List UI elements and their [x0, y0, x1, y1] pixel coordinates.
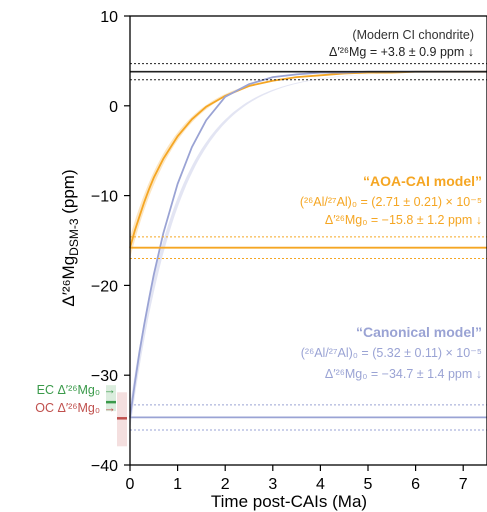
modern-value: Δ′²⁶Mg = +3.8 ± 0.9 ppm ↓	[329, 45, 474, 59]
y-axis-label: Δ′²⁶MgDSM-3 (ppm)	[59, 169, 81, 306]
x-tick-label: 2	[221, 476, 230, 493]
x-tick-label: 4	[316, 476, 325, 493]
aoa-ratio: (²⁶Al/²⁷Al)₀ = (2.71 ± 0.21) × 10⁻⁵	[300, 195, 482, 209]
canonical-title: “Canonical model”	[356, 324, 482, 340]
aoa-title: “AOA-CAI model”	[363, 173, 482, 189]
ec-range	[106, 385, 116, 412]
y-axis-label-unit: (ppm)	[59, 169, 78, 218]
y-tick-label: −20	[91, 278, 118, 295]
y-tick-label: 10	[100, 9, 118, 26]
x-tick-label: 1	[173, 476, 182, 493]
y-tick-label: −40	[91, 458, 118, 475]
model-curves	[129, 70, 487, 418]
aoa-value: Δ′²⁶Mg₀ = −15.8 ± 1.2 ppm ↓	[325, 213, 482, 227]
chondrite-markers	[106, 385, 127, 447]
x-tick-label: 5	[364, 476, 373, 493]
y-axis-label-main: Δ′²⁶Mg	[59, 256, 78, 307]
x-tick-label: 6	[411, 476, 420, 493]
x-axis-label: Time post-CAIs (Ma)	[211, 492, 367, 511]
y-tick-label: 0	[109, 99, 118, 116]
plot-frame	[129, 15, 487, 466]
x-tick-label: 3	[268, 476, 277, 493]
y-tick-label: −30	[91, 368, 118, 385]
modern-title: (Modern CI chondrite)	[352, 28, 474, 42]
ec-label: EC Δ′²⁶Mg₀ →	[37, 383, 116, 397]
oc-label: OC Δ′²⁶Mg₀ →	[35, 401, 116, 415]
y-tick-label: −10	[91, 189, 118, 206]
x-tick-label: 7	[459, 476, 468, 493]
x-tick-label: 0	[126, 476, 135, 493]
reference-lines	[130, 63, 487, 431]
canonical-ratio: (²⁶Al/²⁷Al)₀ = (5.32 ± 0.11) × 10⁻⁵	[301, 346, 482, 360]
annotations: (Modern CI chondrite) Δ′²⁶Mg = +3.8 ± 0.…	[35, 28, 482, 415]
axis-ticks: 0 1 2 3 4 5 6 7 −40 −30 −20 −10 0 10	[91, 9, 468, 493]
aoa-band	[130, 71, 487, 259]
canonical-curve	[129, 70, 487, 418]
canonical-value: Δ′²⁶Mg₀ = −34.7 ± 1.4 ppm ↓	[325, 367, 482, 381]
y-axis-label-sub: DSM-3	[67, 218, 81, 256]
